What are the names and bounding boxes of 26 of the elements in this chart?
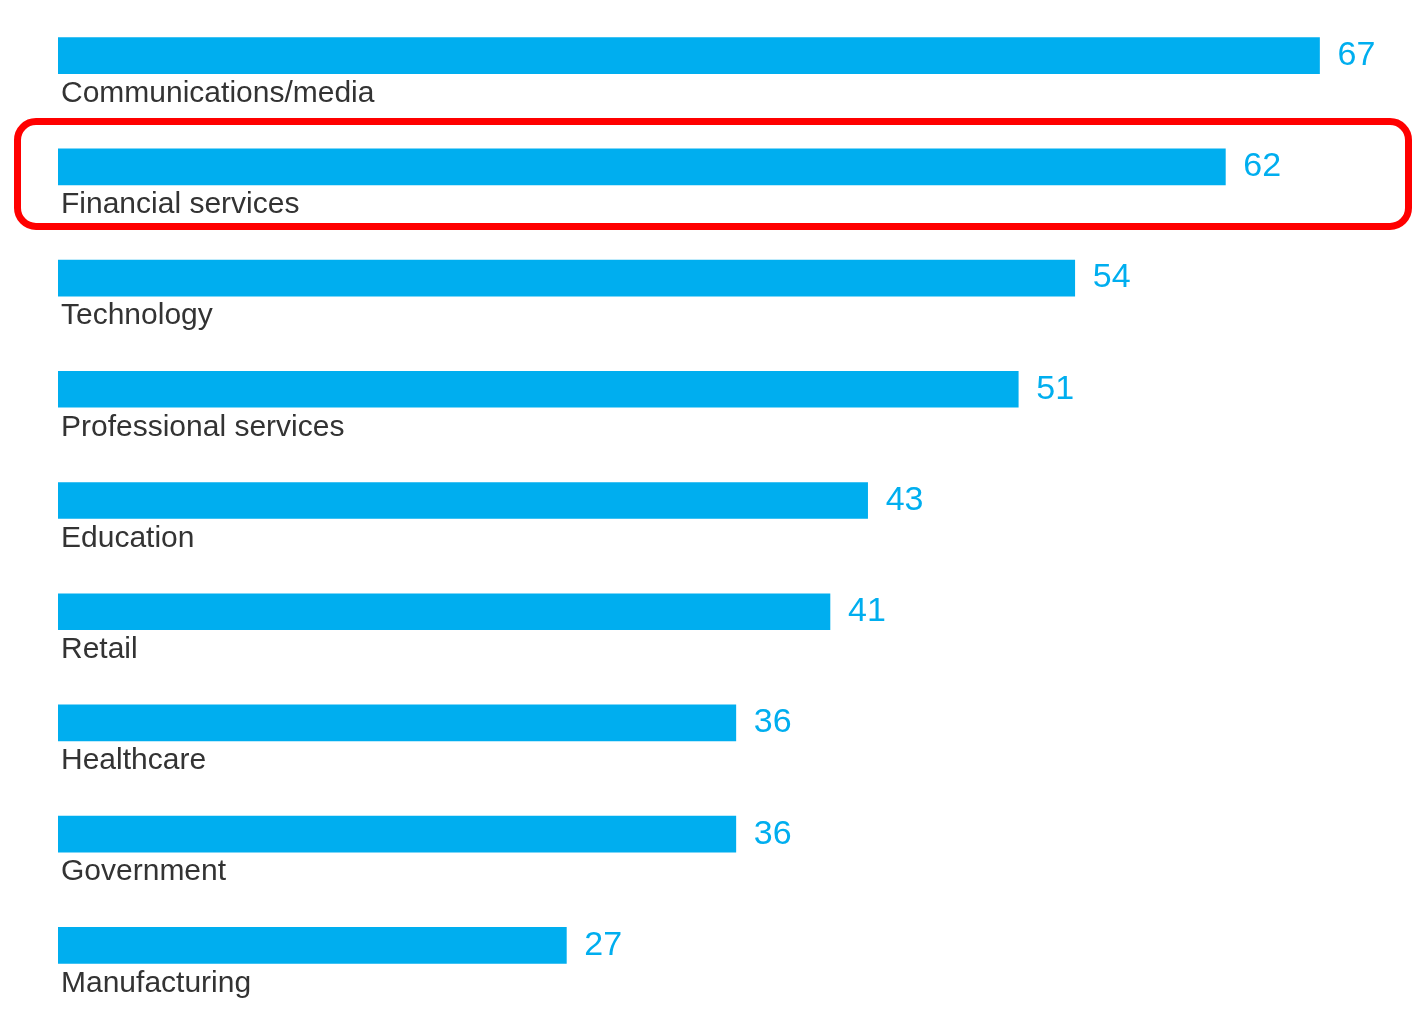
data-label: 51 xyxy=(1036,367,1075,406)
y-tick-label: Retail xyxy=(61,630,138,664)
y-tick-label: Government xyxy=(61,853,227,887)
y-tick-label: Education xyxy=(61,519,195,553)
bar xyxy=(58,704,737,742)
bar xyxy=(58,259,1076,297)
y-tick-label: Manufacturing xyxy=(61,964,252,998)
bar xyxy=(58,37,1320,74)
data-label: 54 xyxy=(1092,256,1131,295)
data-label: 36 xyxy=(753,701,792,740)
bar xyxy=(58,482,868,519)
data-label: 62 xyxy=(1243,145,1282,184)
y-tick-label: Healthcare xyxy=(61,742,207,776)
data-label: 41 xyxy=(847,590,886,629)
y-tick-label: Professional services xyxy=(61,408,345,442)
bar xyxy=(58,370,1019,408)
data-label: 27 xyxy=(584,923,623,962)
bar xyxy=(58,593,831,631)
data-label: 43 xyxy=(885,478,924,517)
data-label: 36 xyxy=(753,812,792,851)
y-tick-label: Financial services xyxy=(61,186,300,220)
data-label: 67 xyxy=(1337,33,1376,72)
bar xyxy=(58,927,567,964)
y-tick-label: Technology xyxy=(61,297,213,331)
y-tick-label: Communications/media xyxy=(61,74,375,108)
bar xyxy=(58,815,737,853)
